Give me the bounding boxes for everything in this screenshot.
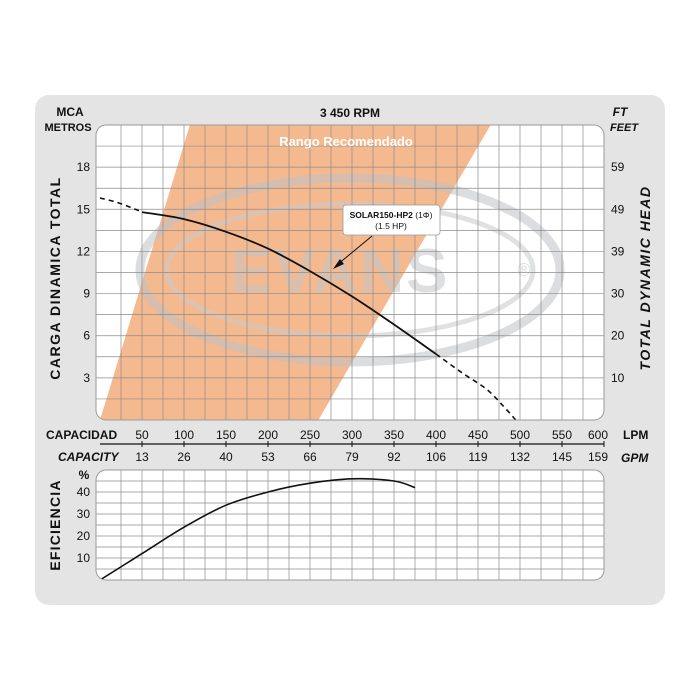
right-axis-title: TOTAL DYNAMIC HEAD [637,186,653,371]
gpm-tick-label: 26 [177,450,191,464]
left-tick-label: 6 [83,329,90,343]
model-phase: (1Φ) [413,210,433,220]
lpm-tick-label: 100 [174,428,194,442]
lpm-tick-label: 550 [552,428,572,442]
gpm-tick-label: 13 [135,450,149,464]
efficiency-tick-label: 30 [77,507,91,521]
lpm-tick-label: 200 [258,428,278,442]
model-power: (1.5 HP) [375,221,407,231]
head-curve [141,211,437,355]
lpm-axis-ticks: 50 100 150 200 250 300 350 400 450 500 550 600 [135,428,608,442]
lpm-axis-unit: LPM [623,428,648,442]
left-tick-label: 3 [83,371,90,385]
efficiency-unit: % [79,468,90,482]
head-curve-dashed-high [435,353,517,420]
efficiency-tick-label: 20 [77,529,91,543]
right-tick-label: 10 [611,371,625,385]
model-name: SOLAR150-HP2 [350,210,414,220]
right-tick-label: 49 [611,202,625,216]
gpm-tick-label: 119 [468,450,487,464]
recommended-range-label: Rango Recomendado [279,134,413,149]
left-tick-label: 12 [77,244,91,258]
gpm-tick-label: 79 [345,450,359,464]
svg-text:SOLAR150-HP2 (1Φ): SOLAR150-HP2 (1Φ) [350,210,433,220]
left-axis-title: CARGA DINAMICA TOTAL [47,176,63,379]
gpm-tick-label: 159 [588,450,608,464]
right-tick-label: 30 [611,287,625,301]
lpm-tick-label: 50 [135,428,149,442]
callout-box [342,204,441,236]
efficiency-tick-label: 40 [77,485,91,499]
efficiency-grid [96,470,604,580]
head-curve-dashed-low [99,197,143,213]
efficiency-tick-label: 10 [77,551,91,565]
right-tick-label: 39 [611,244,625,258]
left-tick-label: 9 [83,287,90,301]
right-tick-label: 59 [611,160,625,174]
callout-arrow-line [336,235,373,266]
lpm-tick-label: 500 [510,428,530,442]
right-tick-label: 20 [611,329,625,343]
efficiency-plot [95,469,605,581]
gpm-tick-label: 106 [426,450,446,464]
head-plot: EVANS ® Rango Recomendado SOLAR150-HP2 (… [95,124,605,421]
gpm-tick-label: 53 [261,450,275,464]
callout-arrow-head [333,259,344,269]
left-tick-label: 15 [77,202,91,216]
gpm-tick-label: 145 [552,450,572,464]
capacity-axis-marks [141,441,605,447]
gpm-tick-label: 66 [303,450,317,464]
gpm-tick-label: 92 [387,450,401,464]
left-unit-top: MCA [56,105,84,119]
lpm-tick-label: 300 [342,428,362,442]
gpm-axis-unit: GPM [621,451,649,465]
efficiency-curve [99,477,416,580]
lpm-tick-label: 600 [588,428,608,442]
left-unit-bottom: METROS [44,122,91,134]
efficiency-axis-title: EFICIENCIA [47,479,63,570]
lpm-tick-label: 450 [468,428,488,442]
evans-watermark: EVANS ® [135,173,565,367]
right-unit-bottom: FEET [610,122,639,134]
watermark-registered-mark: ® [517,260,530,280]
lpm-axis-title: CAPACIDAD [46,428,117,442]
head-grid [96,125,604,420]
lpm-tick-label: 350 [384,428,404,442]
gpm-tick-label: 40 [219,450,233,464]
gpm-axis-title: CAPACITY [58,450,119,464]
lpm-tick-label: 400 [426,428,446,442]
lpm-tick-label: 150 [216,428,236,442]
gpm-tick-label: 132 [510,450,530,464]
left-tick-label: 18 [77,160,91,174]
right-axis-ticks: 10 20 30 39 49 59 [611,160,625,385]
right-unit-top: FT [613,105,629,119]
lpm-tick-label: 250 [300,428,320,442]
efficiency-axis-ticks: 10 20 30 40 [77,485,91,565]
rpm-label: 3 450 RPM [320,106,380,120]
gpm-axis-ticks: 13 26 40 53 66 79 92 106 119 132 145 159 [135,450,608,464]
model-callout: SOLAR150-HP2 (1Φ) (1.5 HP) [333,204,441,269]
left-axis-ticks: 3 6 9 12 15 18 [77,160,91,385]
